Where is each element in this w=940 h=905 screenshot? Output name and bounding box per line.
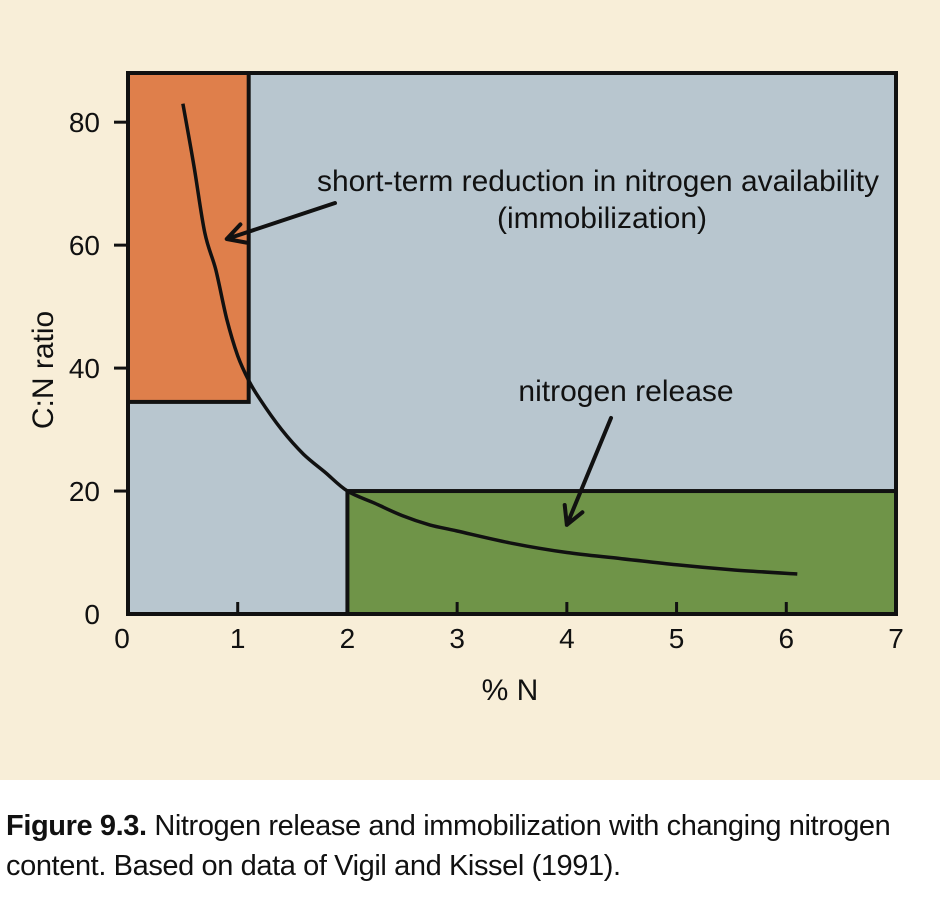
release-annotation: nitrogen release xyxy=(518,375,733,408)
figure-number: Figure 9.3. xyxy=(6,810,147,842)
immobilization-subtitle: (immobilization) xyxy=(497,202,707,235)
x-tick-label: 1 xyxy=(230,623,246,654)
x-tick-label: 7 xyxy=(888,623,904,654)
cn-ratio-curve xyxy=(181,103,798,576)
immobilization-annotation: short-term reduction in nitrogen availab… xyxy=(317,165,879,198)
x-tick-label: 6 xyxy=(778,623,794,654)
x-axis-label: % N xyxy=(482,674,539,707)
x-tick-label: 4 xyxy=(559,623,575,654)
release-arrow xyxy=(562,416,613,527)
y-axis-label: C:N ratio xyxy=(27,311,60,429)
x-axis-ticks: 0 1 2 3 4 5 6 7 xyxy=(114,602,904,654)
cn-ratio-chart: 0 1 2 3 4 5 6 7 0 20 40 60 80 % N C:N ratio short-t… xyxy=(27,71,904,707)
x-tick-label: 2 xyxy=(340,623,356,654)
x-tick-label: 0 xyxy=(114,623,130,654)
x-tick-label: 5 xyxy=(669,623,685,654)
immobilization-arrow xyxy=(224,201,337,245)
figure-caption: Figure 9.3. Nitrogen release and immobil… xyxy=(6,806,931,886)
caption-line-2: content. Based on data of Vigil and Kiss… xyxy=(6,850,621,882)
release-zone xyxy=(345,489,898,616)
y-tick-label: 80 xyxy=(69,107,100,138)
y-axis-ticks: 0 20 40 60 80 xyxy=(69,107,128,630)
y-tick-label: 60 xyxy=(69,230,100,261)
y-tick-label: 0 xyxy=(84,599,100,630)
x-tick-label: 3 xyxy=(449,623,465,654)
y-tick-label: 20 xyxy=(69,476,100,507)
caption-line-1: Nitrogen release and immobilization with… xyxy=(146,810,891,842)
plot-frame xyxy=(126,71,898,616)
y-tick-label: 40 xyxy=(69,353,100,384)
